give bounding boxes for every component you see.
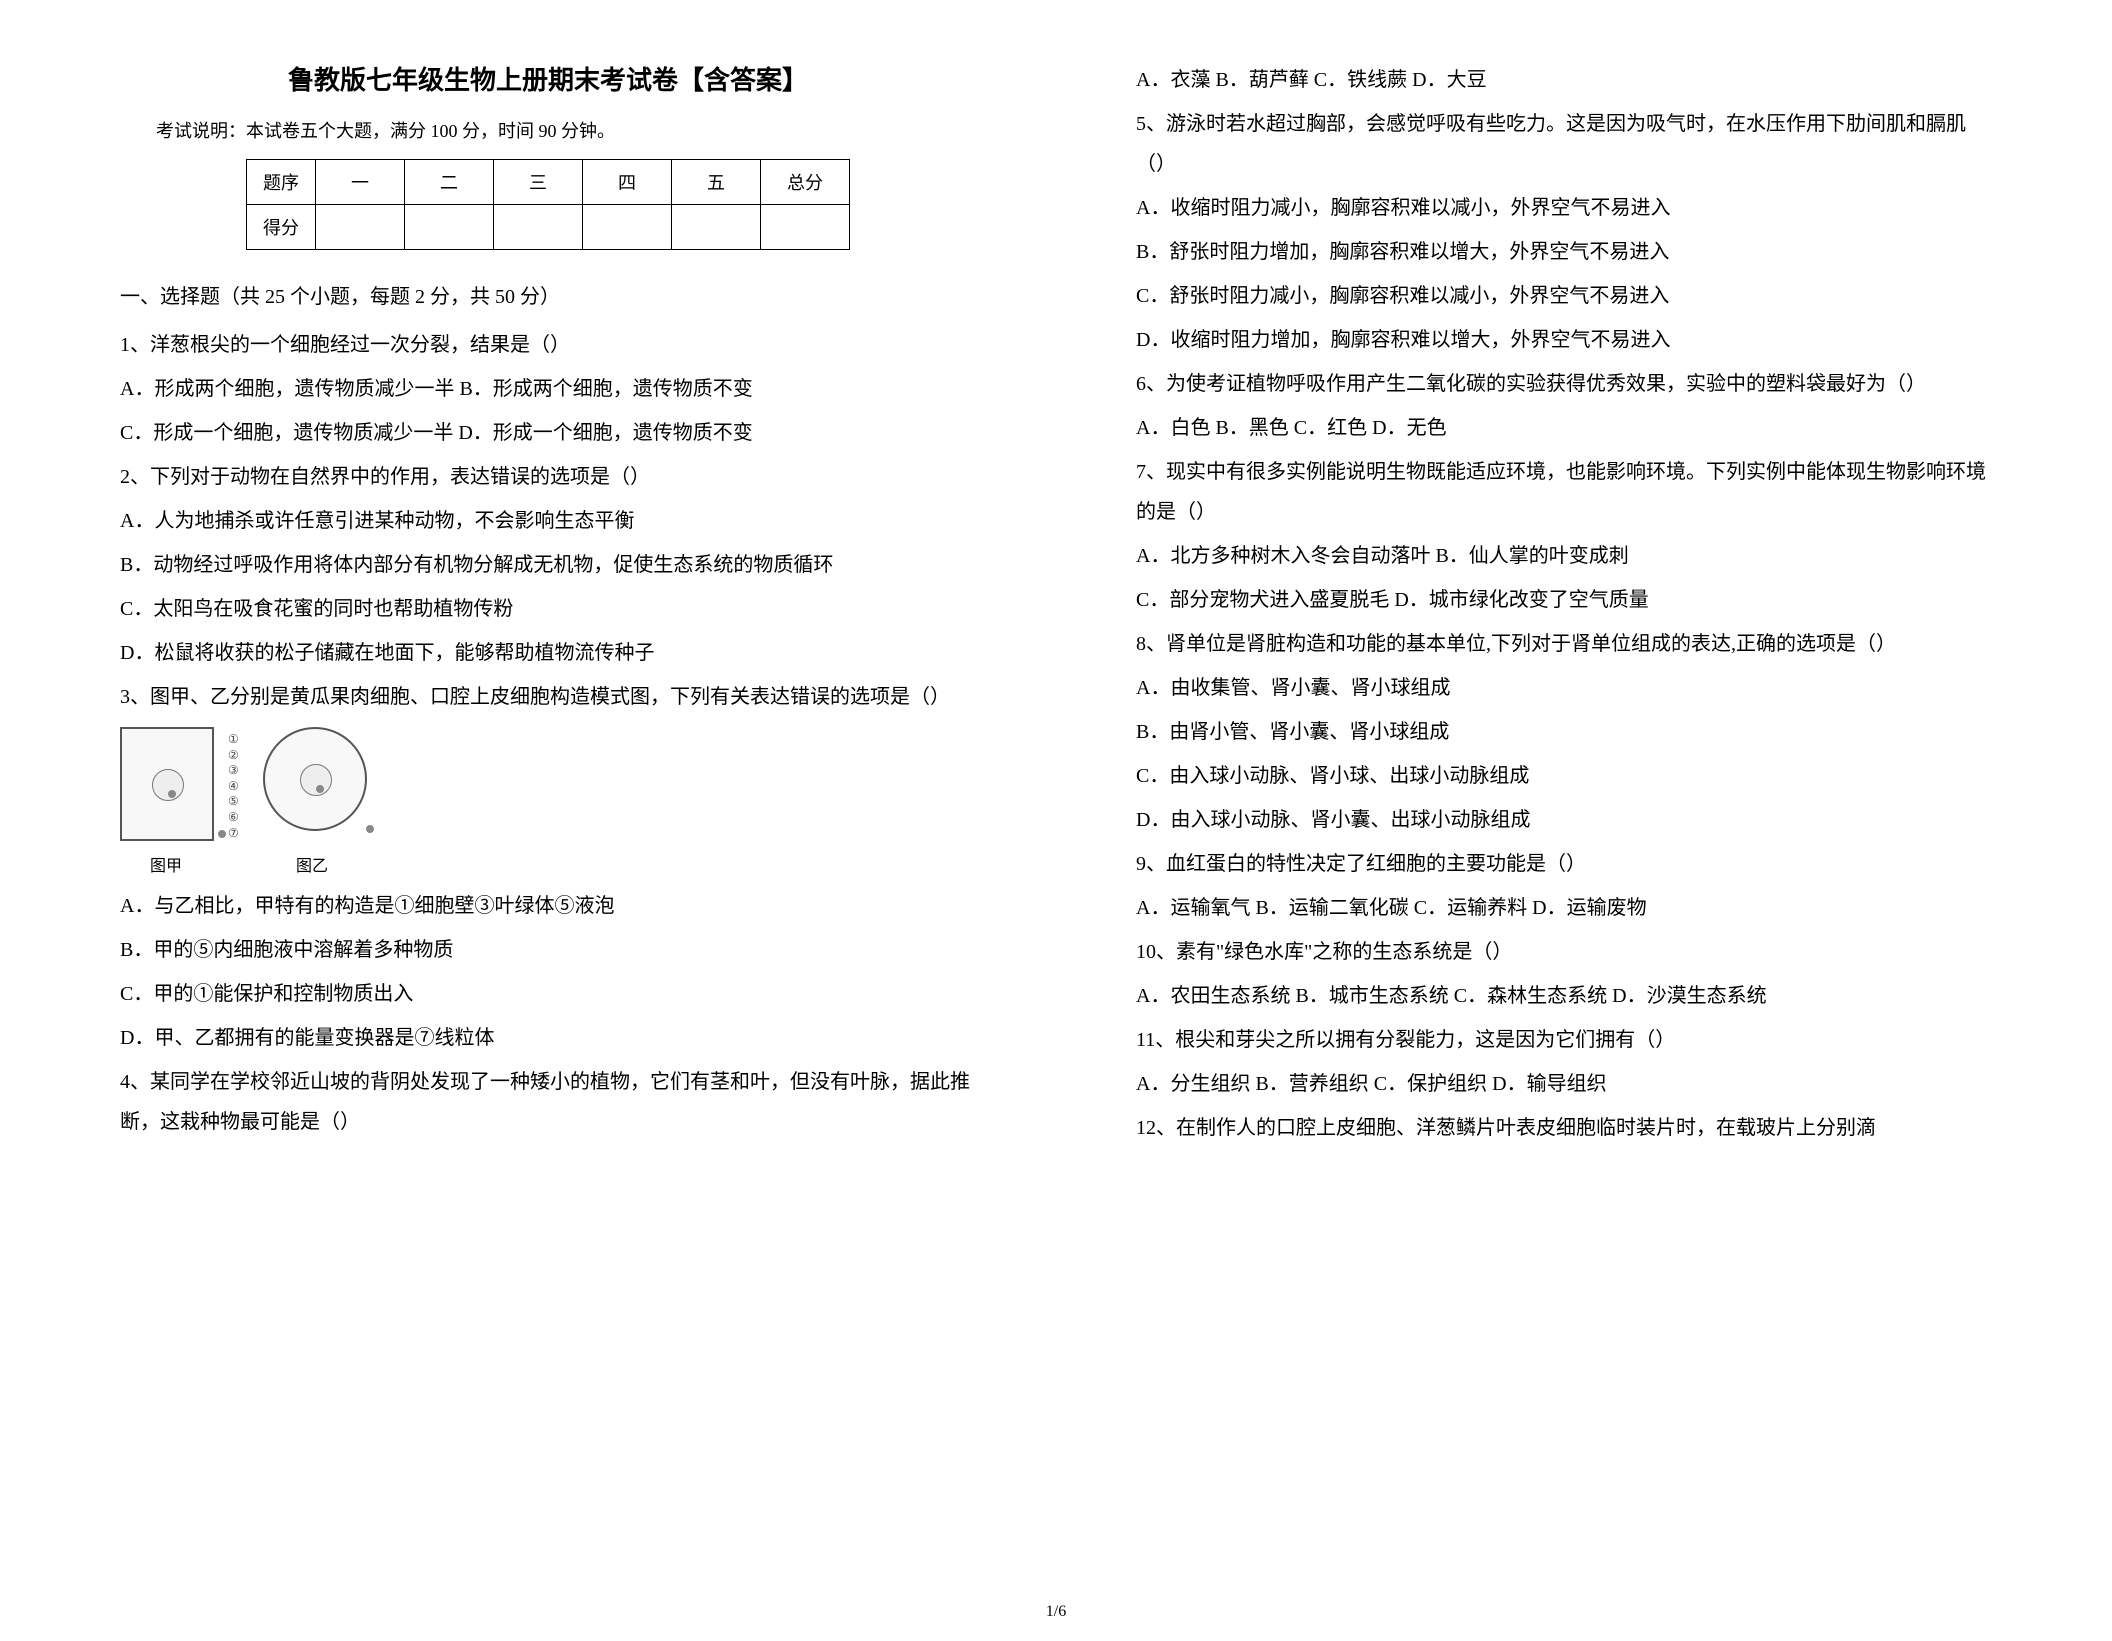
animal-cell-icon <box>263 727 367 831</box>
score-header-cell: 五 <box>672 160 761 205</box>
q3-opt-c: C．甲的①能保护和控制物质出入 <box>120 974 976 1014</box>
q3-opt-d: D．甲、乙都拥有的能量变换器是⑦线粒体 <box>120 1018 976 1058</box>
q10-opts: A．农田生态系统 B．城市生态系统 C．森林生态系统 D．沙漠生态系统 <box>1136 976 1992 1016</box>
score-header-row: 题序 一 二 三 四 五 总分 <box>247 160 850 205</box>
exam-title: 鲁教版七年级生物上册期末考试卷【含答案】 <box>120 60 976 97</box>
nucleus-icon <box>152 769 184 801</box>
score-blank-cell <box>583 205 672 250</box>
figure-labels: ① ② ③ ④ ⑤ ⑥ ⑦ <box>228 732 239 841</box>
caption-jia: 图甲 <box>150 858 182 875</box>
score-blank-cell <box>672 205 761 250</box>
cell-diagram-jia <box>120 727 224 846</box>
page-number: 1/6 <box>1046 1603 1066 1621</box>
q6-stem: 6、为使考证植物呼吸作用产生二氧化碳的实验获得优秀效果，实验中的塑料袋最好为（） <box>1136 364 1992 404</box>
score-value-row: 得分 <box>247 205 850 250</box>
score-header-cell: 一 <box>316 160 405 205</box>
q7-opt-cd: C．部分宠物犬进入盛夏脱毛 D．城市绿化改变了空气质量 <box>1136 580 1992 620</box>
plant-cell-icon <box>120 727 214 841</box>
q2-opt-d: D．松鼠将收获的松子储藏在地面下，能够帮助植物流传种子 <box>120 633 976 673</box>
q11-opts: A．分生组织 B．营养组织 C．保护组织 D．输导组织 <box>1136 1064 1992 1104</box>
score-header-cell: 总分 <box>761 160 850 205</box>
score-header-cell: 四 <box>583 160 672 205</box>
q9-stem: 9、血红蛋白的特性决定了红细胞的主要功能是（） <box>1136 844 1992 884</box>
q2-stem: 2、下列对于动物在自然界中的作用，表达错误的选项是（） <box>120 457 976 497</box>
q11-stem: 11、根尖和芽尖之所以拥有分裂能力，这是因为它们拥有（） <box>1136 1020 1992 1060</box>
q8-opt-a: A．由收集管、肾小囊、肾小球组成 <box>1136 668 1992 708</box>
q8-opt-d: D．由入球小动脉、肾小囊、出球小动脉组成 <box>1136 800 1992 840</box>
q5-opt-a: A．收缩时阻力减小，胸廓容积难以减小，外界空气不易进入 <box>1136 188 1992 228</box>
score-header-cell: 题序 <box>247 160 316 205</box>
q5-opt-b: B．舒张时阻力增加，胸廓容积难以增大，外界空气不易进入 <box>1136 232 1992 272</box>
q5-stem: 5、游泳时若水超过胸部，会感觉呼吸有些吃力。这是因为吸气时，在水压作用下肋间肌和… <box>1136 104 1992 184</box>
q12-stem: 12、在制作人的口腔上皮细胞、洋葱鳞片叶表皮细胞临时装片时，在载玻片上分别滴 <box>1136 1108 1992 1148</box>
q7-opt-ab: A．北方多种树木入冬会自动落叶 B．仙人掌的叶变成刺 <box>1136 536 1992 576</box>
q4-opts: A．衣藻 B．葫芦藓 C．铁线蕨 D．大豆 <box>1136 60 1992 100</box>
score-header-cell: 三 <box>494 160 583 205</box>
q3-opt-b: B．甲的⑤内细胞液中溶解着多种物质 <box>120 930 976 970</box>
exam-page: 鲁教版七年级生物上册期末考试卷【含答案】 考试说明：本试卷五个大题，满分 100… <box>0 0 2112 1641</box>
q3-opt-a: A．与乙相比，甲特有的构造是①细胞壁③叶绿体⑤液泡 <box>120 886 976 926</box>
cell-diagram-yi <box>263 727 397 836</box>
q2-opt-a: A．人为地捕杀或许任意引进某种动物，不会影响生态平衡 <box>120 501 976 541</box>
q7-stem: 7、现实中有很多实例能说明生物既能适应环境，也能影响环境。下列实例中能体现生物影… <box>1136 452 1992 532</box>
figure-captions: 图甲 图乙 <box>120 852 976 876</box>
q2-opt-c: C．太阳鸟在吸食花蜜的同时也帮助植物传粉 <box>120 589 976 629</box>
score-table: 题序 一 二 三 四 五 总分 得分 <box>246 159 850 250</box>
left-column: 鲁教版七年级生物上册期末考试卷【含答案】 考试说明：本试卷五个大题，满分 100… <box>0 0 1056 1641</box>
score-blank-cell <box>316 205 405 250</box>
q1-stem: 1、洋葱根尖的一个细胞经过一次分裂，结果是（） <box>120 325 976 365</box>
section-1-title: 一、选择题（共 25 个小题，每题 2 分，共 50 分） <box>120 280 976 309</box>
q5-opt-d: D．收缩时阻力增加，胸廓容积难以增大，外界空气不易进入 <box>1136 320 1992 360</box>
score-blank-cell <box>494 205 583 250</box>
q9-opts: A．运输氧气 B．运输二氧化碳 C．运输养料 D．运输废物 <box>1136 888 1992 928</box>
q1-opt-cd: C．形成一个细胞，遗传物质减少一半 D．形成一个细胞，遗传物质不变 <box>120 413 976 453</box>
q2-opt-b: B．动物经过呼吸作用将体内部分有机物分解成无机物，促使生态系统的物质循环 <box>120 545 976 585</box>
q3-stem: 3、图甲、乙分别是黄瓜果肉细胞、口腔上皮细胞构造模式图，下列有关表达错误的选项是… <box>120 677 976 717</box>
q1-opt-ab: A．形成两个细胞，遗传物质减少一半 B．形成两个细胞，遗传物质不变 <box>120 369 976 409</box>
exam-note: 考试说明：本试卷五个大题，满分 100 分，时间 90 分钟。 <box>120 117 976 143</box>
q6-opts: A．白色 B．黑色 C．红色 D．无色 <box>1136 408 1992 448</box>
q3-figure: ① ② ③ ④ ⑤ ⑥ ⑦ 图甲 图乙 <box>120 727 976 876</box>
q8-stem: 8、肾单位是肾脏构造和功能的基本单位,下列对于肾单位组成的表达,正确的选项是（） <box>1136 624 1992 664</box>
right-column: A．衣藻 B．葫芦藓 C．铁线蕨 D．大豆 5、游泳时若水超过胸部，会感觉呼吸有… <box>1056 0 2112 1641</box>
nucleus-icon <box>300 764 332 796</box>
q10-stem: 10、素有"绿色水库"之称的生态系统是（） <box>1136 932 1992 972</box>
q8-opt-b: B．由肾小管、肾小囊、肾小球组成 <box>1136 712 1992 752</box>
score-label-cell: 得分 <box>247 205 316 250</box>
caption-yi: 图乙 <box>296 858 328 875</box>
q4-stem: 4、某同学在学校邻近山坡的背阴处发现了一种矮小的植物，它们有茎和叶，但没有叶脉，… <box>120 1062 976 1142</box>
score-header-cell: 二 <box>405 160 494 205</box>
score-blank-cell <box>761 205 850 250</box>
score-blank-cell <box>405 205 494 250</box>
q5-opt-c: C．舒张时阻力减小，胸廓容积难以减小，外界空气不易进入 <box>1136 276 1992 316</box>
q8-opt-c: C．由入球小动脉、肾小球、出球小动脉组成 <box>1136 756 1992 796</box>
